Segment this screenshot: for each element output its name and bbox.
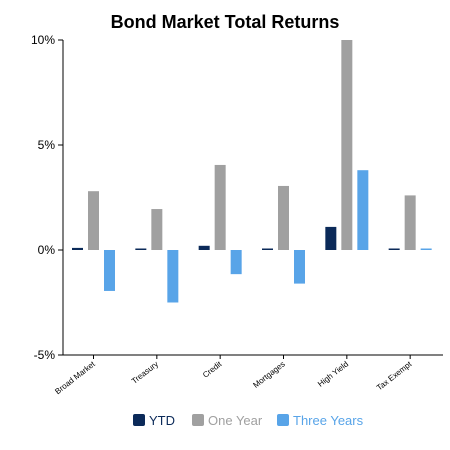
x-tick-label: Credit [201,359,224,380]
bar-ytd [388,248,400,250]
legend-swatch [133,414,145,426]
y-tick-label: 0% [38,243,56,257]
bar-three-years [294,250,305,284]
chart-title: Bond Market Total Returns [111,12,340,32]
x-tick-label: High Yield [316,359,350,388]
y-tick-label: -5% [34,348,56,362]
legend-swatch [277,414,289,426]
bar-one-year [88,191,99,250]
y-tick-label: 10% [31,33,55,47]
bar-three-years [230,250,242,275]
bar-one-year [151,209,163,250]
legend-label: One Year [208,413,263,428]
bar-ytd [72,247,83,250]
bar-ytd [325,226,337,250]
bar-ytd [198,245,210,250]
x-tick-label: Broad Market [53,359,97,396]
x-tick-label: Tax Exempt [375,359,414,392]
bar-one-year [404,195,416,250]
bar-ytd [262,248,273,250]
bar-three-years [420,248,432,250]
bar-ytd [135,248,147,250]
legend-swatch [192,414,204,426]
legend: YTD One Year Three Years [133,413,364,428]
bar-one-year [278,185,289,250]
bar-three-years [167,250,179,303]
legend-label: Three Years [293,413,364,428]
y-tick-label: 5% [38,138,56,152]
bars [72,40,432,303]
bar-three-years [104,250,115,291]
bar-one-year [214,164,226,250]
x-tick-label: Mortgages [251,359,286,389]
x-tick-label: Treasury [130,359,160,385]
bar-one-year [341,40,353,250]
bar-three-years [357,170,369,250]
legend-label: YTD [149,413,175,428]
